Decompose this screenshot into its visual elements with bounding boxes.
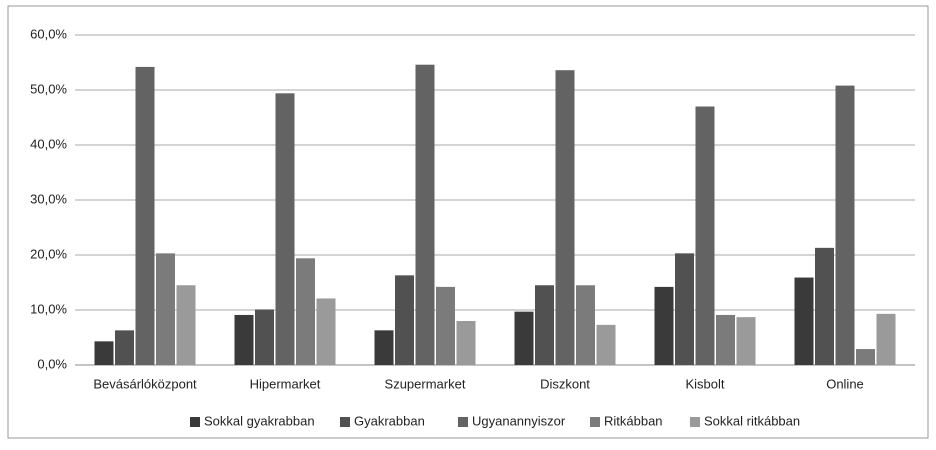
x-tick-label: Diszkont (540, 376, 590, 391)
bar (736, 317, 756, 365)
bar (94, 341, 114, 365)
bar (794, 277, 814, 365)
chart-border (7, 5, 929, 439)
x-tick-label: Hipermarket (250, 376, 321, 391)
bar (576, 285, 595, 365)
x-tick-label: Szupermarket (385, 376, 466, 391)
bar (555, 70, 575, 365)
bar (255, 309, 274, 365)
legend-swatch (190, 417, 200, 427)
bar (156, 253, 175, 365)
bar (316, 298, 336, 365)
y-tick-label: 40,0% (30, 136, 67, 151)
y-tick-label: 0,0% (37, 356, 67, 371)
bar (415, 64, 435, 365)
x-tick-label: Online (826, 376, 864, 391)
legend-label: Ritkábban (604, 413, 663, 428)
bar (716, 314, 735, 365)
y-tick-label: 10,0% (30, 301, 67, 316)
y-tick-label: 50,0% (30, 81, 67, 96)
bar (456, 321, 476, 365)
bar (835, 85, 855, 365)
y-tick-label: 20,0% (30, 246, 67, 261)
bar (675, 253, 694, 365)
bar (815, 247, 834, 365)
bar (856, 349, 875, 365)
bar (234, 314, 254, 365)
legend-swatch (458, 417, 468, 427)
bar (436, 286, 455, 365)
bar (654, 286, 674, 365)
bar (876, 313, 896, 365)
bar (374, 330, 394, 365)
bar (115, 330, 134, 365)
bar (395, 275, 414, 365)
legend-swatch (590, 417, 600, 427)
bar (535, 285, 554, 365)
legend-label: Sokkal gyakrabban (204, 413, 315, 428)
bar (514, 311, 534, 365)
bar (135, 66, 155, 366)
legend-swatch (690, 417, 700, 427)
legend-label: Ugyanannyiszor (472, 413, 566, 428)
bar (695, 106, 715, 365)
bar (176, 285, 196, 365)
bar (596, 324, 616, 365)
bar (275, 93, 295, 366)
y-tick-label: 60,0% (30, 26, 67, 41)
legend-label: Sokkal ritkábban (704, 413, 800, 428)
y-tick-label: 30,0% (30, 191, 67, 206)
x-tick-label: Kisbolt (685, 376, 724, 391)
legend-label: Gyakrabban (354, 413, 425, 428)
x-tick-label: Bevásárlóközpont (93, 376, 197, 391)
bar (296, 258, 315, 365)
legend-swatch (340, 417, 350, 427)
